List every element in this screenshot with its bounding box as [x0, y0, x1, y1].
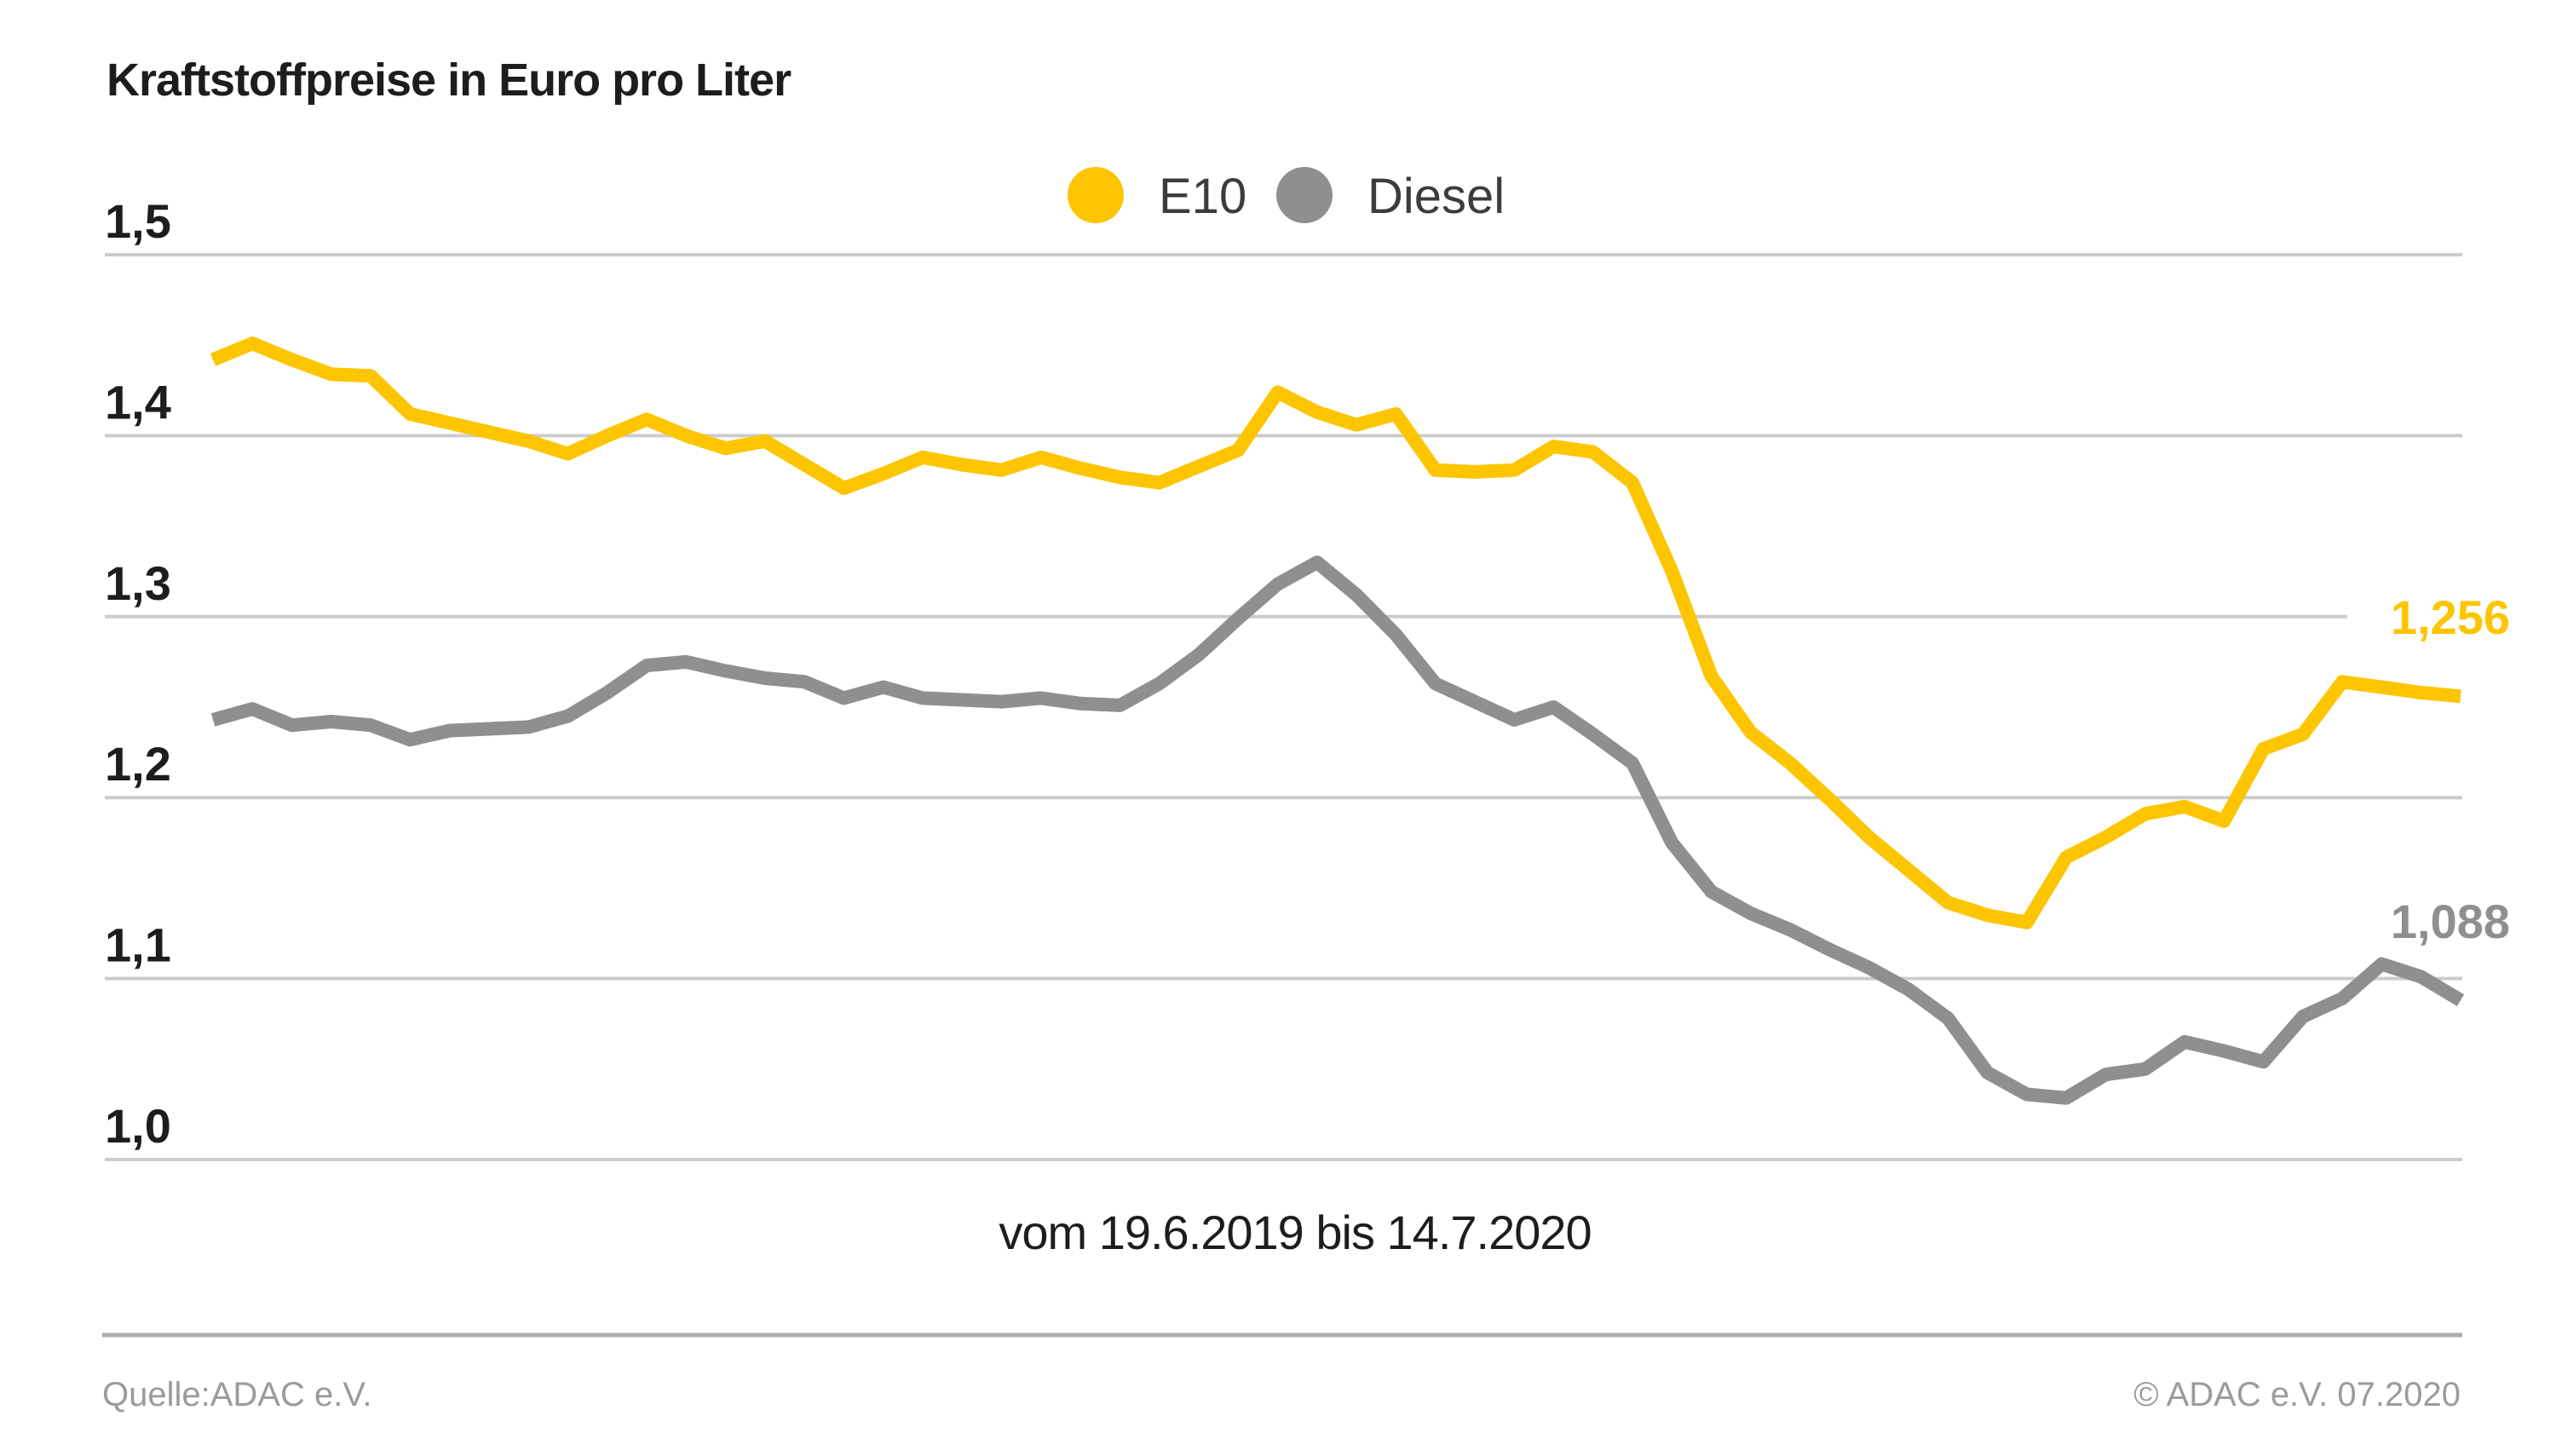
- legend-dot-e10-icon: [1068, 167, 1124, 223]
- footer-copyright: © ADAC e.V. 07.2020: [2133, 1376, 2461, 1413]
- end-label-e10: 1,256: [2391, 590, 2510, 644]
- end-label-diesel: 1,088: [2391, 895, 2510, 948]
- y-tick-label: 1,4: [105, 375, 171, 429]
- x-axis-caption: vom 19.6.2019 bis 14.7.2020: [999, 1206, 1591, 1259]
- y-tick-label: 1,2: [105, 737, 171, 791]
- legend: E10 Diesel: [1068, 167, 1505, 224]
- series-lines: [210, 337, 2465, 1105]
- line-e10: [210, 337, 2461, 929]
- y-tick-label: 1,0: [105, 1099, 171, 1153]
- y-axis-tick-labels: 1,5 1,4 1,3 1,2 1,1 1,0: [105, 194, 171, 1153]
- line-diesel: [210, 555, 2465, 1105]
- legend-label-e10: E10: [1159, 169, 1246, 224]
- y-tick-label: 1,5: [105, 194, 171, 248]
- chart-title: Kraftstoffpreise in Euro pro Liter: [106, 55, 792, 106]
- legend-dot-diesel-icon: [1276, 167, 1333, 223]
- footer-source: Quelle:ADAC e.V.: [102, 1376, 371, 1413]
- legend-label-diesel: Diesel: [1367, 169, 1505, 224]
- y-tick-label: 1,3: [105, 556, 171, 610]
- y-tick-label: 1,1: [105, 918, 171, 972]
- footer: Quelle:ADAC e.V. © ADAC e.V. 07.2020: [102, 1332, 2462, 1413]
